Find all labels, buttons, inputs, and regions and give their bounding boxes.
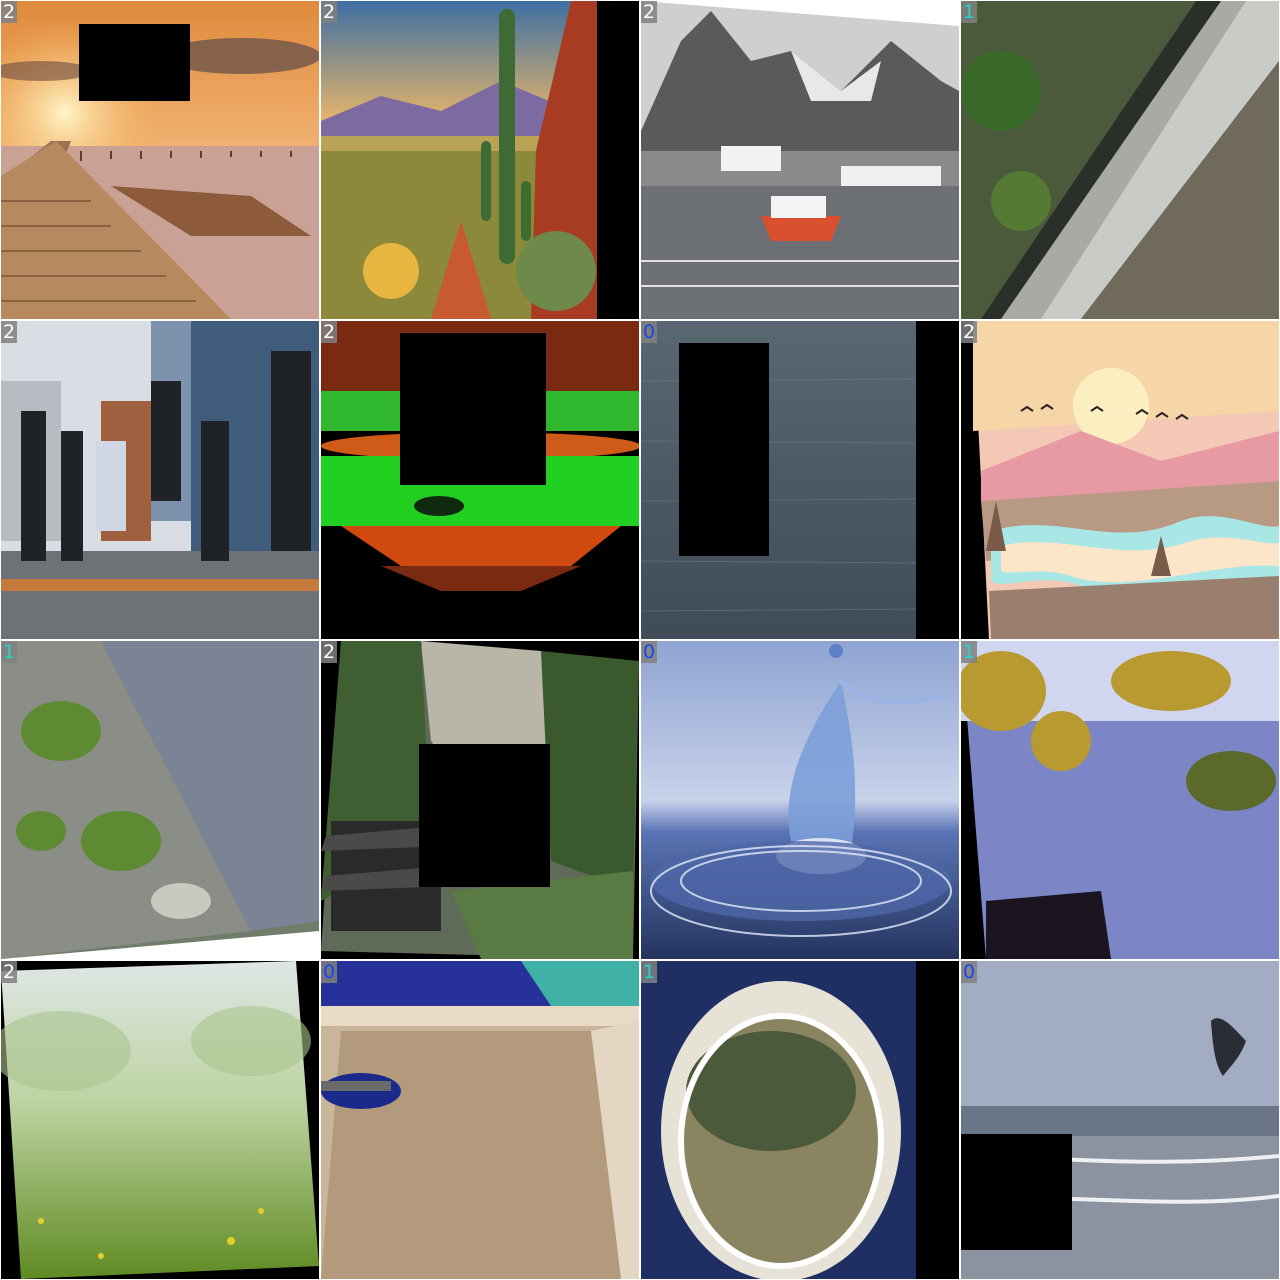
tile-mossy-rock-puddle: 1 bbox=[1, 641, 319, 959]
water-splash-image bbox=[641, 641, 959, 959]
tile-label: 2 bbox=[1, 321, 17, 343]
tile-label: 0 bbox=[321, 961, 337, 983]
tile-green-red-landscape: 2 bbox=[321, 321, 639, 639]
desert-cactus-image bbox=[321, 1, 639, 319]
tile-desert-cactus: 2 bbox=[321, 1, 639, 319]
tile-pond-foliage: 1 bbox=[961, 641, 1279, 959]
occlusion-mask bbox=[679, 343, 769, 556]
city-pedestrians-image bbox=[1, 321, 319, 639]
tile-label: 2 bbox=[321, 1, 337, 23]
tile-label: 0 bbox=[641, 641, 657, 663]
occlusion-mask bbox=[419, 744, 550, 887]
tile-harbor-mountains: 2 bbox=[641, 1, 959, 319]
pond-foliage-image bbox=[961, 641, 1279, 959]
tile-label: 2 bbox=[1, 961, 17, 983]
grass-meadow-image bbox=[1, 961, 319, 1279]
tile-label: 1 bbox=[961, 641, 977, 663]
tile-label: 1 bbox=[641, 961, 657, 983]
water-bucket-image bbox=[641, 961, 959, 1279]
pastel-river-illustration-image bbox=[961, 321, 1279, 639]
tile-grey-sea: 0 bbox=[641, 321, 959, 639]
tile-sink-basin: 0 bbox=[321, 961, 639, 1279]
tile-concrete-ditch: 1 bbox=[961, 1, 1279, 319]
tile-pier-sunset: 2 bbox=[1, 1, 319, 319]
tile-pastel-river-illustration: 2 bbox=[961, 321, 1279, 639]
tile-label: 2 bbox=[961, 321, 977, 343]
tile-label: 2 bbox=[321, 321, 337, 343]
tile-label: 1 bbox=[961, 1, 977, 23]
tile-label: 0 bbox=[641, 321, 657, 343]
sink-basin-image bbox=[321, 961, 639, 1279]
tile-label: 2 bbox=[1, 1, 17, 23]
tile-seagull-beach: 0 bbox=[961, 961, 1279, 1279]
tile-water-splash: 0 bbox=[641, 641, 959, 959]
occlusion-mask bbox=[961, 1134, 1072, 1250]
tile-label: 2 bbox=[321, 641, 337, 663]
mossy-rock-puddle-image bbox=[1, 641, 319, 959]
tile-label: 2 bbox=[641, 1, 657, 23]
occlusion-mask bbox=[79, 24, 190, 101]
tile-cliff-temple: 2 bbox=[321, 641, 639, 959]
concrete-ditch-image bbox=[961, 1, 1279, 319]
occlusion-mask bbox=[400, 333, 546, 485]
tile-grass-meadow: 2 bbox=[1, 961, 319, 1279]
tile-city-pedestrians: 2 bbox=[1, 321, 319, 639]
tile-water-bucket: 1 bbox=[641, 961, 959, 1279]
harbor-mountains-image bbox=[641, 1, 959, 319]
tile-label: 0 bbox=[961, 961, 977, 983]
tile-label: 1 bbox=[1, 641, 17, 663]
